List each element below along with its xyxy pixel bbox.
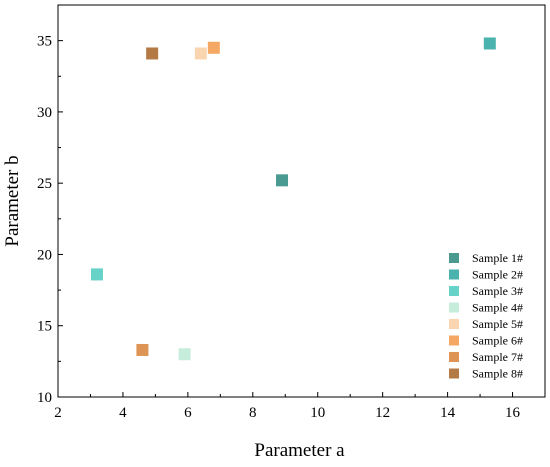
y-axis-title: Parameter b xyxy=(2,155,23,246)
legend-label: Sample 2# xyxy=(472,268,523,282)
data-point xyxy=(207,41,220,54)
data-point xyxy=(276,174,289,187)
legend-swatch xyxy=(449,335,459,346)
x-tick-label: 2 xyxy=(54,405,62,421)
legend-label: Sample 1# xyxy=(472,251,523,265)
data-point xyxy=(90,268,103,281)
x-tick-label: 8 xyxy=(249,405,257,421)
x-tick-label: 16 xyxy=(505,405,521,421)
x-tick-label: 6 xyxy=(184,405,192,421)
x-tick-label: 4 xyxy=(119,405,127,421)
legend-swatch xyxy=(449,269,459,280)
legend-swatch xyxy=(449,253,459,263)
data-point xyxy=(178,348,191,361)
legend-label: Sample 4# xyxy=(472,301,523,315)
x-tick-label: 14 xyxy=(440,405,456,421)
data-point xyxy=(194,47,207,60)
legend-label: Sample 6# xyxy=(472,334,523,348)
legend-swatch xyxy=(449,319,459,329)
data-point xyxy=(483,37,496,50)
y-tick-label: 10 xyxy=(37,390,52,406)
legend-label: Sample 3# xyxy=(472,284,523,298)
x-tick-label: 12 xyxy=(375,405,390,421)
legend-label: Sample 7# xyxy=(472,350,523,364)
y-tick-label: 15 xyxy=(37,319,52,335)
x-axis-title: Parameter a xyxy=(254,440,345,461)
data-point xyxy=(136,343,149,356)
legend-swatch xyxy=(449,302,459,313)
legend-swatch xyxy=(449,286,459,296)
y-tick-label: 30 xyxy=(37,105,52,121)
data-point xyxy=(146,47,159,60)
legend-label: Sample 8# xyxy=(472,367,523,381)
y-tick-label: 35 xyxy=(37,34,52,50)
y-tick-label: 25 xyxy=(37,176,52,192)
legend-label: Sample 5# xyxy=(472,317,523,331)
legend-swatch xyxy=(449,368,459,379)
y-tick-label: 20 xyxy=(37,247,52,263)
legend-swatch xyxy=(449,352,459,362)
plot-frame xyxy=(57,4,546,398)
x-tick-label: 10 xyxy=(310,405,325,421)
